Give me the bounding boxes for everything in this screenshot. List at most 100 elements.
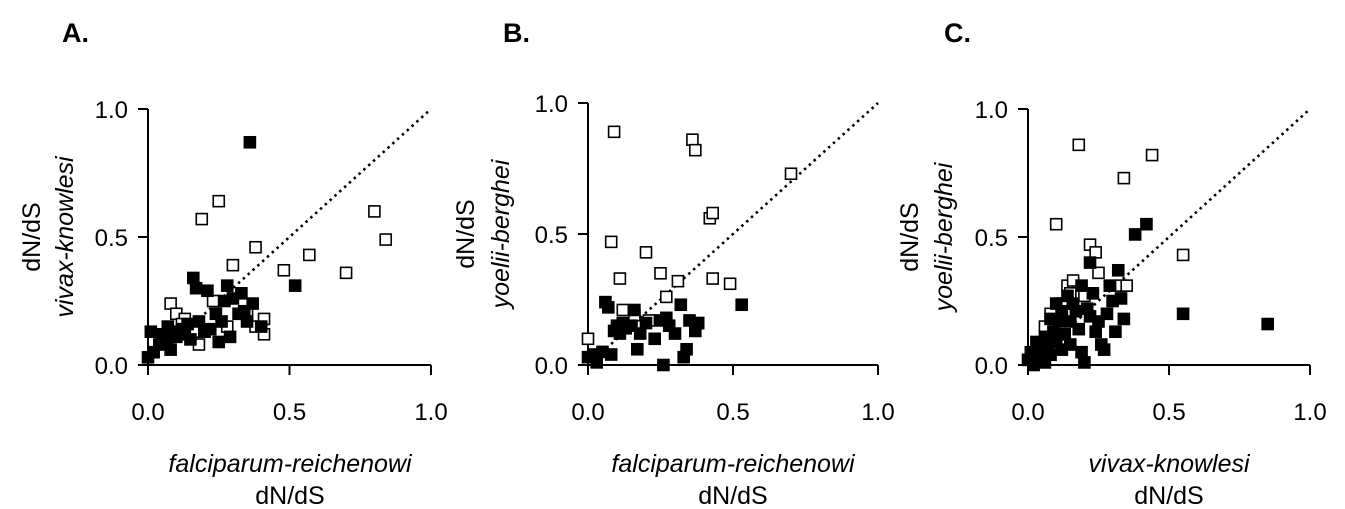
data-point-filled-square	[1111, 263, 1125, 277]
y-tick-label: 1.0	[535, 91, 568, 118]
panel-c: C.0.00.51.00.0 0.5 1.0dN/dS yoelii-bergheiv…	[896, 18, 1327, 509]
data-point-filled-square	[590, 356, 604, 369]
data-point-filled-square	[1103, 279, 1117, 292]
data-point-filled-square	[633, 327, 647, 340]
data-point-open-square	[368, 205, 381, 218]
data-point-open-square	[1089, 246, 1102, 259]
data-point-open-square	[659, 290, 673, 304]
data-point-filled-square	[1109, 325, 1122, 339]
data-point-open-square	[1117, 171, 1131, 185]
data-point-filled-square	[189, 281, 203, 295]
data-point-filled-square	[212, 335, 226, 349]
y-tick-label: 0.0	[975, 353, 1008, 380]
data-point-open-square	[1120, 279, 1133, 292]
data-point-filled-square	[235, 287, 248, 300]
data-point-filled-square	[657, 358, 670, 372]
x-axis-label-line1: falciparum-reichenowi	[611, 450, 856, 478]
data-point-filled-square	[1083, 256, 1097, 269]
data-point-filled-square	[604, 348, 618, 361]
data-point-filled-square	[1089, 325, 1102, 339]
y-tick-label: 0.0	[95, 353, 128, 380]
y-tick-label: 0.0	[535, 353, 568, 380]
data-point-filled-square	[223, 330, 237, 344]
y-tick-label: 1.0	[95, 97, 128, 124]
x-tick-label: 0.0	[131, 399, 164, 426]
data-point-filled-square	[1055, 304, 1069, 318]
data-point-open-square	[784, 167, 798, 181]
data-point-open-square	[249, 240, 262, 254]
data-point-filled-square	[1047, 325, 1060, 339]
y-tick-label: 0.5	[95, 225, 128, 252]
data-point-filled-square	[1128, 228, 1142, 241]
x-tick-label: 0.0	[571, 399, 604, 426]
y-axis-label-line1: dN/dS	[896, 202, 924, 271]
data-point-filled-square	[625, 319, 638, 333]
data-point-filled-square	[691, 316, 705, 330]
data-point-filled-square	[674, 298, 688, 312]
x-axis-label-line2: dN/dS	[1134, 482, 1203, 509]
data-point-open-square	[671, 274, 685, 288]
data-point-filled-square	[201, 284, 214, 298]
y-axis-label-line2: yoelii-berghei	[487, 158, 515, 310]
data-point-open-square	[654, 266, 667, 280]
data-point-filled-square	[220, 279, 234, 292]
data-point-filled-square	[1044, 348, 1057, 362]
data-point-filled-square	[240, 315, 254, 328]
x-axis-label-line2: dN/dS	[698, 482, 767, 509]
y-axis-label-line2: yoelii-berghei	[930, 161, 958, 313]
data-point-open-square	[723, 277, 737, 291]
x-axis-label-line2: dN/dS	[255, 482, 324, 509]
data-point-filled-square	[1176, 307, 1190, 321]
data-point-filled-square	[203, 322, 217, 336]
y-tick-label: 0.5	[535, 222, 568, 249]
data-point-filled-square	[1100, 307, 1114, 321]
x-tick-label: 1.0	[861, 399, 894, 426]
data-point-open-square	[639, 246, 653, 259]
data-point-filled-square	[181, 317, 194, 331]
data-point-open-square	[1092, 266, 1105, 280]
data-point-filled-square	[735, 298, 749, 312]
data-point-filled-square	[1064, 338, 1077, 351]
data-point-filled-square	[1069, 304, 1083, 318]
data-point-open-square	[706, 206, 720, 220]
data-point-filled-square	[601, 301, 615, 314]
data-point-open-square	[604, 235, 618, 249]
data-point-filled-square	[192, 315, 206, 328]
data-point-filled-square	[246, 297, 260, 310]
data-point-filled-square	[1086, 287, 1100, 300]
data-point-filled-square	[1261, 317, 1274, 331]
panel-b: B.0.00.51.00.0 0.5 1.0dN/dS yoelii-bergheif…	[452, 18, 895, 509]
data-point-filled-square	[1058, 327, 1071, 341]
x-tick-label: 0.5	[716, 399, 749, 426]
data-point-open-square	[206, 294, 220, 308]
data-point-filled-square	[186, 271, 200, 285]
data-point-open-square	[212, 194, 226, 208]
x-tick-label: 1.0	[414, 399, 447, 426]
data-point-filled-square	[1140, 217, 1153, 231]
y-axis-label-line1: dN/dS	[18, 202, 46, 271]
data-point-open-square	[226, 258, 240, 272]
data-point-filled-square	[1097, 343, 1111, 356]
data-point-filled-square	[164, 343, 177, 356]
data-point-filled-square	[1117, 312, 1131, 326]
data-point-filled-square	[243, 135, 257, 149]
data-point-open-square	[1145, 148, 1159, 162]
x-tick-label: 1.0	[1293, 399, 1326, 426]
data-point-open-square	[688, 143, 702, 157]
data-point-filled-square	[668, 327, 682, 340]
y-axis-label-line2: vivax-knowlesi	[51, 155, 79, 318]
data-point-open-square	[616, 303, 630, 317]
data-point-filled-square	[1075, 345, 1088, 359]
data-point-filled-square	[1092, 315, 1105, 328]
data-point-filled-square	[648, 332, 662, 346]
data-point-filled-square	[288, 279, 302, 292]
data-point-filled-square	[639, 316, 653, 330]
data-point-filled-square	[1075, 279, 1088, 292]
data-point-filled-square	[184, 333, 197, 346]
x-axis-label-line1: falciparum-reichenowi	[168, 450, 413, 478]
data-point-open-square	[339, 266, 353, 280]
data-point-filled-square	[1072, 322, 1086, 336]
reference-diagonal-line	[610, 102, 879, 346]
data-point-filled-square	[1078, 356, 1091, 369]
